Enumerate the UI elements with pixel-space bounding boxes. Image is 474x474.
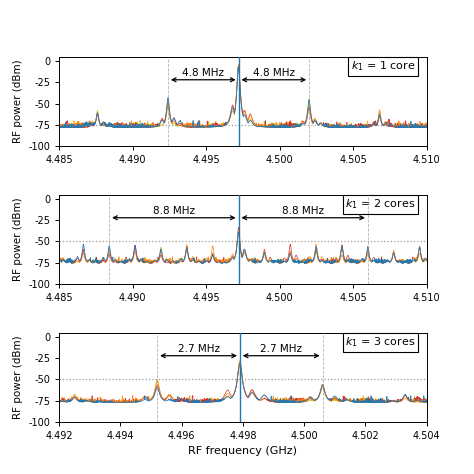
Text: 4.8 MHz: 4.8 MHz	[253, 68, 295, 78]
Y-axis label: RF power (dBm): RF power (dBm)	[13, 198, 23, 281]
Y-axis label: RF power (dBm): RF power (dBm)	[13, 336, 23, 419]
Text: 4.8 MHz: 4.8 MHz	[182, 68, 224, 78]
Text: $k_1$ = 3 cores: $k_1$ = 3 cores	[345, 336, 416, 349]
X-axis label: RF frequency (GHz): RF frequency (GHz)	[189, 447, 297, 456]
Text: $k_1$ = 1 core: $k_1$ = 1 core	[351, 60, 416, 73]
Text: 2.7 MHz: 2.7 MHz	[260, 344, 302, 354]
Text: 2.7 MHz: 2.7 MHz	[178, 344, 219, 354]
Text: 8.8 MHz: 8.8 MHz	[282, 206, 324, 216]
Text: 8.8 MHz: 8.8 MHz	[153, 206, 195, 216]
Text: $k_1$ = 2 cores: $k_1$ = 2 cores	[345, 198, 416, 211]
Y-axis label: RF power (dBm): RF power (dBm)	[13, 60, 23, 143]
